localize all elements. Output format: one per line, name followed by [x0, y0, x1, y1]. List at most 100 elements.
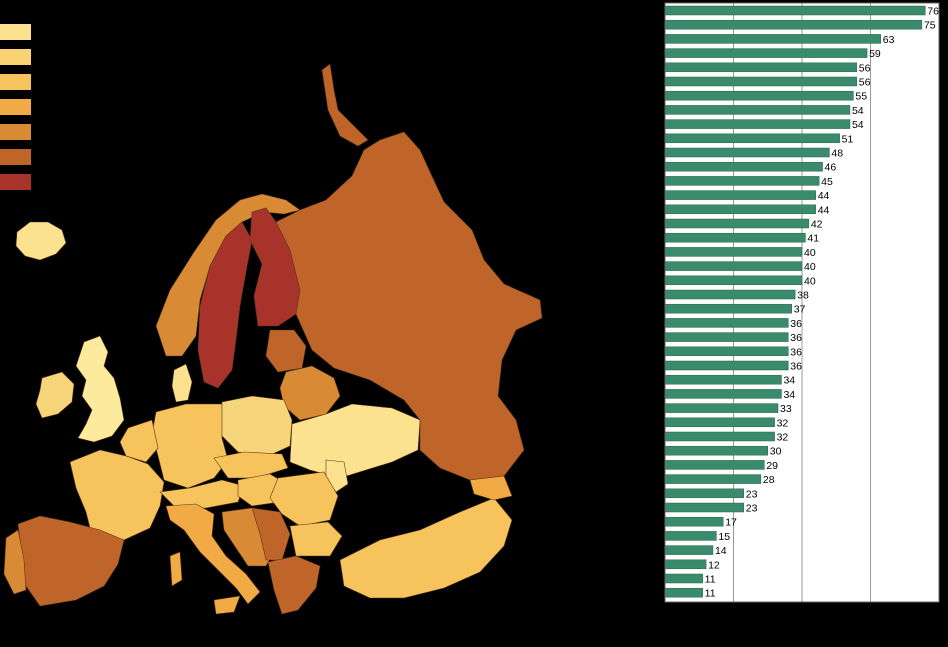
region-denmark: [171, 363, 193, 403]
region-finland: [249, 207, 301, 327]
bar-33: [664, 460, 765, 470]
bar-value-label-42: 11: [705, 588, 716, 600]
bar-7: [664, 90, 854, 101]
bar-value-label-8: 54: [852, 105, 864, 117]
region-italy-sardinia: [169, 551, 183, 587]
bar-value-label-16: 42: [811, 219, 823, 231]
region-italy-sicily: [213, 595, 241, 615]
bar-value-label-2: 75: [924, 20, 936, 32]
region-benelux: [119, 419, 159, 463]
bar-value-label-39: 14: [715, 545, 727, 557]
bar-31: [664, 431, 775, 442]
bar-value-label-15: 44: [818, 204, 830, 216]
bar-35: [664, 488, 745, 499]
bar-value-label-19: 40: [804, 261, 816, 273]
legend-swatch-5: [0, 124, 31, 140]
bar-value-label-18: 40: [804, 247, 816, 259]
bar-22: [664, 303, 792, 314]
bar-23: [664, 318, 789, 328]
region-russia: [275, 131, 543, 481]
bar-18: [664, 247, 803, 257]
region-france: [69, 449, 165, 541]
bar-34: [664, 474, 762, 484]
region-caucasus: [469, 475, 513, 501]
region-turkey: [339, 497, 513, 599]
bar-28: [664, 389, 782, 399]
bar-value-label-22: 37: [794, 304, 806, 316]
region-portugal: [3, 529, 27, 595]
bar-value-label-41: 11: [705, 574, 716, 586]
bar-42: [664, 587, 703, 598]
bar-24: [664, 332, 789, 342]
bar-value-label-13: 45: [821, 176, 833, 188]
region-bulgaria: [289, 521, 343, 557]
bar-value-label-40: 12: [708, 559, 720, 571]
bar-21: [664, 289, 796, 300]
bar-value-label-7: 55: [855, 91, 867, 103]
region-germany: [151, 403, 229, 489]
bar-value-label-32: 30: [770, 446, 782, 458]
bar-26: [664, 360, 789, 371]
bar-value-label-5: 56: [859, 62, 871, 74]
bar-19: [664, 261, 803, 271]
legend-swatch-3: [0, 74, 31, 90]
bar-32: [664, 445, 768, 456]
bar-value-label-25: 36: [790, 346, 802, 358]
bar-value-label-38: 15: [718, 531, 730, 543]
bar-value-label-4: 59: [869, 48, 881, 60]
bar-value-label-30: 32: [777, 417, 789, 429]
legend-swatch-7: [0, 174, 31, 190]
bar-value-label-14: 44: [818, 190, 830, 202]
bar-16: [664, 218, 810, 229]
bar-14: [664, 190, 816, 200]
bar-value-label-11: 48: [831, 148, 843, 160]
bar-value-label-20: 40: [804, 275, 816, 287]
bar-value-label-10: 51: [842, 133, 854, 145]
legend-swatch-6: [0, 149, 31, 165]
region-uk: [75, 335, 125, 443]
bar-39: [664, 545, 714, 555]
region-czech-slovakia: [213, 451, 289, 479]
bar-value-label-28: 34: [783, 389, 795, 401]
bar-value-label-31: 32: [777, 432, 789, 444]
bar-value-label-12: 46: [825, 162, 837, 174]
region-romania: [269, 471, 339, 527]
bar-value-label-34: 28: [763, 474, 775, 486]
bar-value-label-36: 23: [746, 503, 758, 515]
bar-36: [664, 502, 745, 513]
bar-30: [664, 417, 775, 428]
region-poland: [219, 395, 293, 457]
bar-value-label-23: 36: [790, 318, 802, 330]
bar-value-label-37: 17: [725, 517, 737, 529]
bar-value-label-21: 38: [797, 290, 809, 302]
region-iceland: [15, 221, 67, 261]
bar-3: [664, 34, 882, 44]
bar-15: [664, 204, 816, 215]
bar-20: [664, 275, 803, 286]
bar-8: [664, 105, 851, 115]
bar-value-label-17: 41: [807, 233, 819, 245]
bar-27: [664, 374, 782, 385]
region-greece: [267, 555, 321, 615]
bar-41: [664, 573, 703, 584]
bar-10: [664, 133, 840, 144]
region-italy: [165, 503, 261, 605]
bar-1: [664, 5, 926, 16]
bar-6: [664, 76, 858, 87]
bar-value-label-27: 34: [783, 375, 795, 387]
bar-17: [664, 232, 806, 243]
bar-value-label-9: 54: [852, 119, 864, 131]
bar-11: [664, 147, 830, 158]
bar-40: [664, 559, 707, 570]
region-ukraine: [289, 403, 421, 479]
bar-value-label-24: 36: [790, 332, 802, 344]
region-baltics: [265, 329, 307, 373]
region-norway: [155, 193, 301, 357]
bar-value-label-1: 76: [927, 6, 939, 18]
bar-value-label-26: 36: [790, 361, 802, 373]
legend-swatch-4: [0, 99, 31, 115]
bar-4: [664, 48, 868, 58]
bar-value-label-35: 23: [746, 488, 758, 500]
europe-choropleth-map: [3, 63, 543, 615]
bar-value-label-33: 29: [766, 460, 778, 472]
